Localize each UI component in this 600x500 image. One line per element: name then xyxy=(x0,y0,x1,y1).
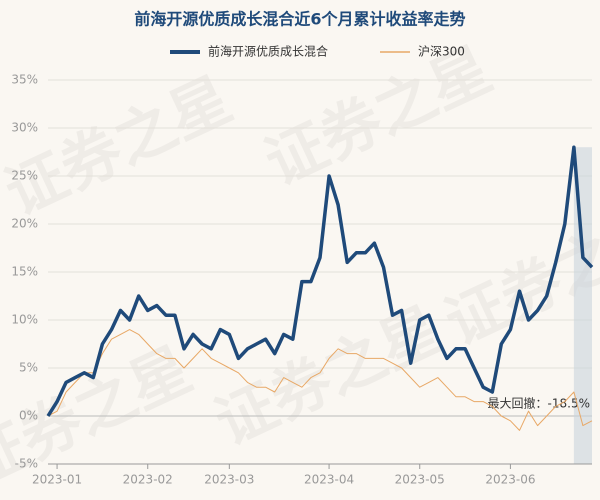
series-line xyxy=(47,329,593,431)
series-line xyxy=(46,145,594,417)
y-tick-label: 0% xyxy=(19,409,38,423)
y-tick-label: 15% xyxy=(11,265,38,279)
legend-label: 前海开源优质成长混合 xyxy=(208,44,328,59)
chart-title: 前海开源优质成长混合近6个月累计收益率走势 xyxy=(134,10,465,29)
legend-label: 沪深300 xyxy=(418,45,465,59)
y-tick-label: 30% xyxy=(11,121,38,135)
drawdown-area xyxy=(573,147,592,464)
drawdown-label: 最大回撤：-18.5% xyxy=(488,396,590,411)
x-tick-label: 2023-02 xyxy=(123,473,173,487)
watermark: 证券之星 xyxy=(0,64,242,229)
y-tick-label: 20% xyxy=(11,217,38,231)
y-tick-label: 25% xyxy=(11,169,38,183)
y-tick-label: -5% xyxy=(15,457,38,471)
watermark: 证券之星 xyxy=(255,34,502,199)
x-tick-label: 2023-04 xyxy=(304,473,354,487)
x-tick-label: 2023-05 xyxy=(395,473,445,487)
x-tick-label: 2023-06 xyxy=(485,473,535,487)
x-tick-label: 2023-03 xyxy=(204,473,254,487)
y-tick-label: 5% xyxy=(19,361,38,375)
y-tick-label: 35% xyxy=(11,73,38,87)
y-tick-label: 10% xyxy=(11,313,38,327)
x-tick-label: 2023-01 xyxy=(32,473,82,487)
